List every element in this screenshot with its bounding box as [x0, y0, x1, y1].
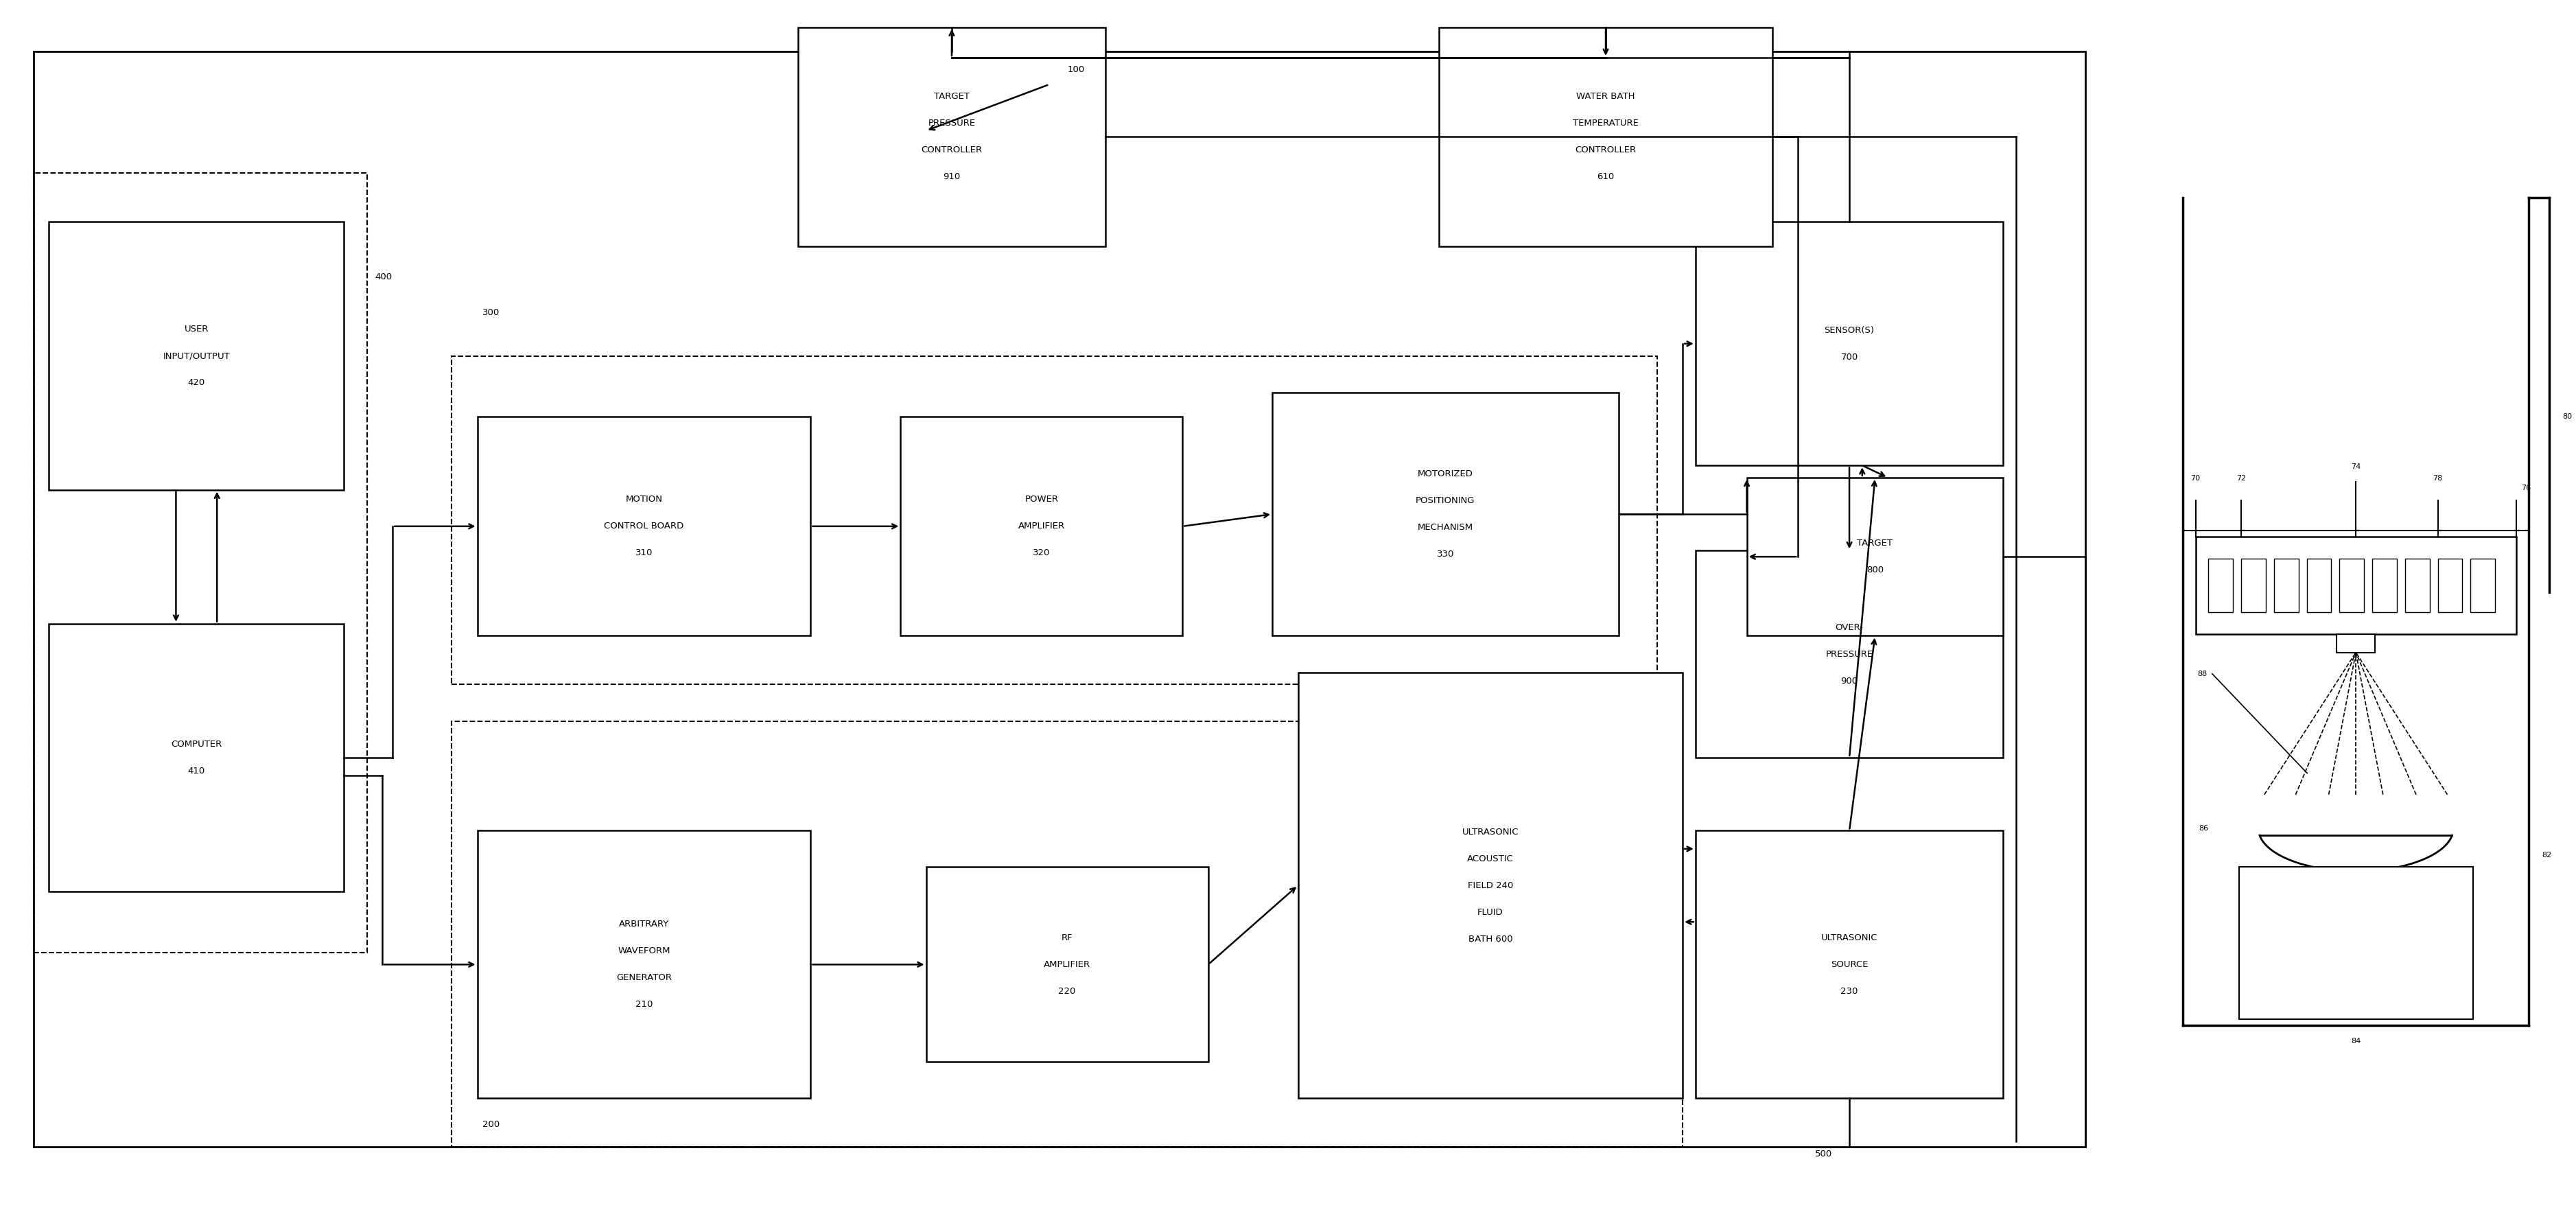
Text: CONTROLLER: CONTROLLER — [1574, 146, 1636, 154]
Text: 230: 230 — [1842, 987, 1857, 996]
Text: 400: 400 — [374, 273, 392, 281]
Text: RF: RF — [1061, 933, 1072, 942]
Text: 300: 300 — [482, 308, 500, 317]
Text: WATER BATH: WATER BATH — [1577, 92, 1636, 102]
Text: 88: 88 — [2197, 670, 2208, 678]
Bar — [902, 417, 1182, 636]
Bar — [2208, 559, 2233, 613]
Text: OVER-: OVER- — [1834, 623, 1862, 632]
Text: GENERATOR: GENERATOR — [616, 974, 672, 982]
Text: POWER: POWER — [1025, 495, 1059, 504]
Bar — [2239, 867, 2473, 1019]
Text: 72: 72 — [2236, 475, 2246, 482]
Text: CONTROLLER: CONTROLLER — [922, 146, 981, 154]
Text: MOTION: MOTION — [626, 495, 662, 504]
Bar — [1440, 27, 1772, 246]
Bar — [2241, 559, 2267, 613]
Text: 420: 420 — [188, 378, 206, 388]
Bar — [1747, 478, 2004, 636]
Text: CONTROL BOARD: CONTROL BOARD — [605, 522, 683, 531]
Text: PRESSURE: PRESSURE — [1826, 649, 1873, 658]
Bar — [2437, 559, 2463, 613]
Text: TEMPERATURE: TEMPERATURE — [1574, 119, 1638, 128]
Text: INPUT/OUTPUT: INPUT/OUTPUT — [162, 351, 229, 361]
Text: 76: 76 — [2522, 484, 2532, 492]
Text: 310: 310 — [636, 549, 652, 558]
Text: ACOUSTIC: ACOUSTIC — [1468, 854, 1515, 863]
Bar — [477, 417, 811, 636]
Text: POSITIONING: POSITIONING — [1417, 497, 1476, 505]
Text: FLUID: FLUID — [1479, 907, 1504, 916]
Bar — [451, 722, 1682, 1147]
Text: 86: 86 — [2197, 826, 2208, 832]
Bar — [49, 221, 345, 489]
Text: 610: 610 — [1597, 172, 1615, 181]
Bar — [49, 624, 345, 892]
Text: TARGET: TARGET — [1857, 539, 1893, 548]
Text: 84: 84 — [2352, 1037, 2360, 1044]
Text: 70: 70 — [2190, 475, 2200, 482]
Bar — [1695, 550, 2004, 757]
Bar — [1273, 393, 1618, 636]
Bar — [477, 830, 811, 1098]
Text: PRESSURE: PRESSURE — [927, 119, 976, 128]
Text: 910: 910 — [943, 172, 961, 181]
Text: 82: 82 — [2543, 851, 2553, 859]
Text: SENSOR(S): SENSOR(S) — [1824, 325, 1875, 335]
Bar — [2470, 559, 2496, 613]
Bar — [799, 27, 1105, 246]
Bar — [2336, 635, 2375, 652]
Bar — [927, 867, 1208, 1062]
Text: SOURCE: SOURCE — [1832, 960, 1868, 969]
Text: 200: 200 — [482, 1120, 500, 1129]
Text: 330: 330 — [1437, 550, 1453, 559]
Text: 210: 210 — [636, 1000, 652, 1009]
Text: 700: 700 — [1842, 352, 1857, 362]
Text: AMPLIFIER: AMPLIFIER — [1018, 522, 1064, 531]
Bar — [2339, 559, 2365, 613]
Text: ULTRASONIC: ULTRASONIC — [1821, 933, 1878, 942]
Text: 220: 220 — [1059, 987, 1077, 996]
Text: MECHANISM: MECHANISM — [1417, 523, 1473, 532]
Bar — [2372, 559, 2396, 613]
Text: 80: 80 — [2563, 413, 2571, 421]
Text: 500: 500 — [1816, 1150, 1832, 1158]
Bar — [1695, 830, 2004, 1098]
Text: USER: USER — [185, 324, 209, 334]
Text: ARBITRARY: ARBITRARY — [618, 920, 670, 928]
Text: MOTORIZED: MOTORIZED — [1417, 470, 1473, 478]
Text: COMPUTER: COMPUTER — [170, 740, 222, 748]
Text: BATH 600: BATH 600 — [1468, 934, 1512, 943]
Bar — [2195, 537, 2517, 635]
Text: FIELD 240: FIELD 240 — [1468, 881, 1512, 890]
Text: 74: 74 — [2352, 464, 2360, 470]
Text: 100: 100 — [1066, 65, 1084, 75]
Bar — [451, 356, 1656, 685]
Bar — [33, 51, 2087, 1147]
Bar — [1695, 221, 2004, 466]
Bar — [33, 174, 366, 953]
Text: 410: 410 — [188, 767, 206, 775]
Text: TARGET: TARGET — [935, 92, 969, 102]
Bar — [2275, 559, 2298, 613]
Bar — [2306, 559, 2331, 613]
Text: ULTRASONIC: ULTRASONIC — [1463, 828, 1520, 837]
Text: 900: 900 — [1842, 676, 1857, 685]
Bar — [2406, 559, 2429, 613]
Text: WAVEFORM: WAVEFORM — [618, 947, 670, 955]
Text: 800: 800 — [1868, 566, 1883, 575]
Bar — [1298, 673, 1682, 1098]
Text: 320: 320 — [1033, 549, 1051, 558]
Text: 78: 78 — [2432, 475, 2442, 482]
Text: AMPLIFIER: AMPLIFIER — [1043, 960, 1090, 969]
